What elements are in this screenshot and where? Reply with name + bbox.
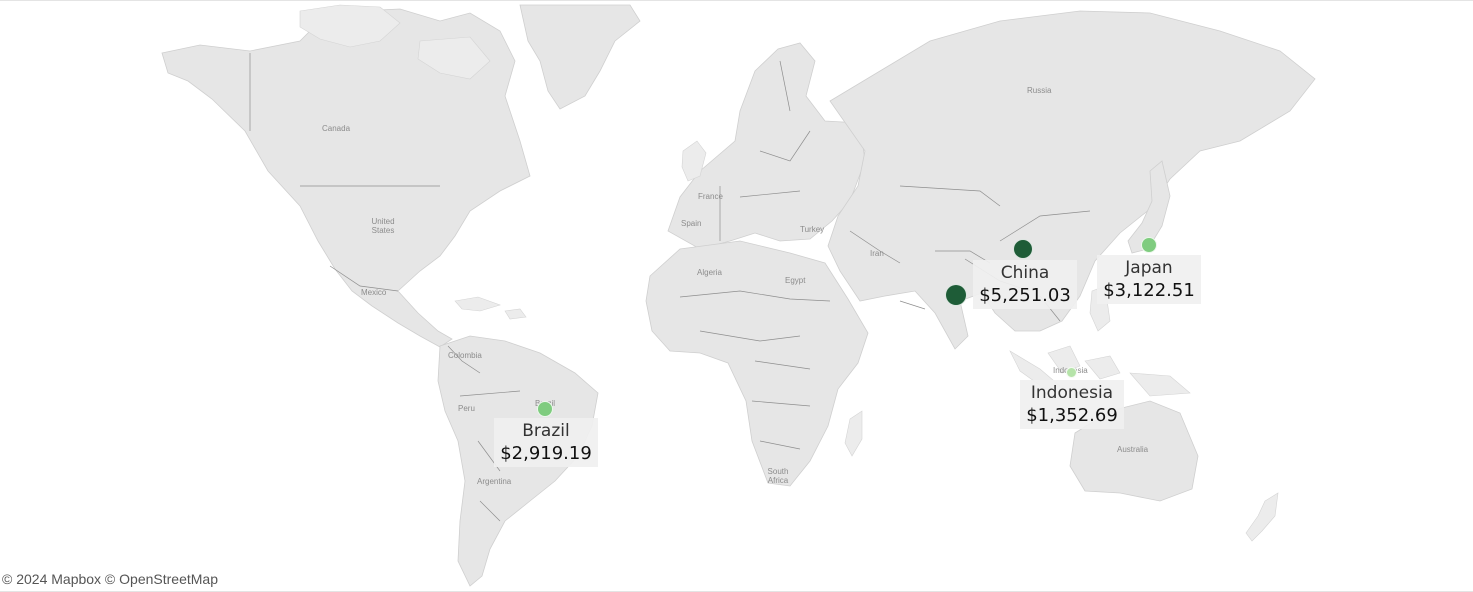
place-label-algeria: Algeria [697, 268, 722, 277]
place-label-turkey: Turkey [800, 225, 825, 234]
map-marker-brazil[interactable] [537, 401, 553, 417]
place-label-mexico: Mexico [361, 288, 387, 297]
map-marker-india[interactable] [945, 284, 967, 306]
arctic-islands-landmass [299, 4, 491, 80]
japan-landmass [1127, 160, 1171, 254]
place-label-russia: Russia [1027, 86, 1052, 95]
asia-landmass [827, 10, 1316, 350]
place-label-egypt: Egypt [785, 276, 806, 285]
place-label-south-africa: South Africa [767, 467, 789, 485]
british-isles-landmass [681, 140, 707, 182]
map-marker-japan[interactable] [1141, 237, 1157, 253]
country-borders [249, 53, 1091, 522]
callout-brazil-name: Brazil [522, 421, 570, 441]
callout-brazil: Brazil $2,919.19 [494, 418, 598, 467]
callout-japan: Japan $3,122.51 [1097, 255, 1201, 304]
place-label-canada: Canada [322, 124, 351, 133]
caribbean-landmass [454, 296, 527, 320]
callout-indonesia: Indonesia $1,352.69 [1020, 380, 1124, 429]
map-marker-china[interactable] [1013, 239, 1033, 259]
place-label-iran: Iran [870, 249, 884, 258]
callout-china: China $5,251.03 [973, 260, 1077, 309]
place-label-spain: Spain [681, 219, 702, 228]
place-label-australia: Australia [1117, 445, 1149, 454]
place-label-peru: Peru [458, 404, 475, 413]
map-attribution[interactable]: © 2024 Mapbox © OpenStreetMap [2, 571, 218, 587]
callout-indonesia-value: $1,352.69 [1026, 405, 1118, 426]
callout-china-name: China [1000, 263, 1050, 283]
callout-brazil-value: $2,919.19 [500, 443, 592, 464]
map-marker-indonesia[interactable] [1066, 367, 1077, 378]
new-zealand-landmass [1245, 492, 1279, 542]
place-label-united-states: United States [371, 217, 395, 235]
europe-landmass [667, 42, 866, 250]
place-label-argentina: Argentina [477, 477, 512, 486]
greenland-landmass [519, 4, 641, 110]
callout-japan-value: $3,122.51 [1103, 280, 1195, 301]
place-label-colombia: Colombia [448, 351, 482, 360]
place-label-france: France [698, 192, 723, 201]
africa-landmass [645, 240, 869, 487]
madagascar-landmass [844, 410, 863, 457]
north-america-landmass [161, 8, 531, 348]
callout-japan-name: Japan [1125, 258, 1173, 278]
callout-china-value: $5,251.03 [979, 285, 1071, 306]
callout-indonesia-name: Indonesia [1030, 383, 1114, 403]
